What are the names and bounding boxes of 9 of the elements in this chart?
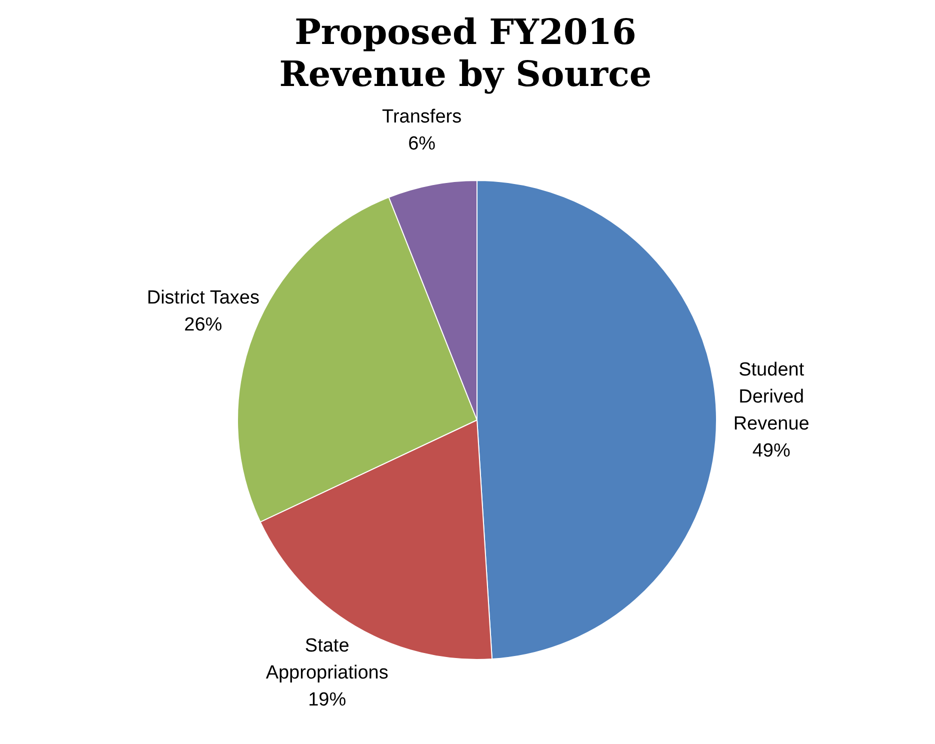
data-label: 26% [184,314,222,336]
slice-label: State Appropriations [266,636,388,684]
slice-label: Student Derived Revenue [733,359,810,434]
slice-label: Transfers [382,106,462,128]
slice-label: District Taxes [146,287,260,308]
data-label: 6% [408,133,436,154]
data-label: 49% [752,440,790,462]
data-label: 19% [308,690,346,711]
chart-title: Proposed FY2016 Revenue by Source [278,12,653,96]
